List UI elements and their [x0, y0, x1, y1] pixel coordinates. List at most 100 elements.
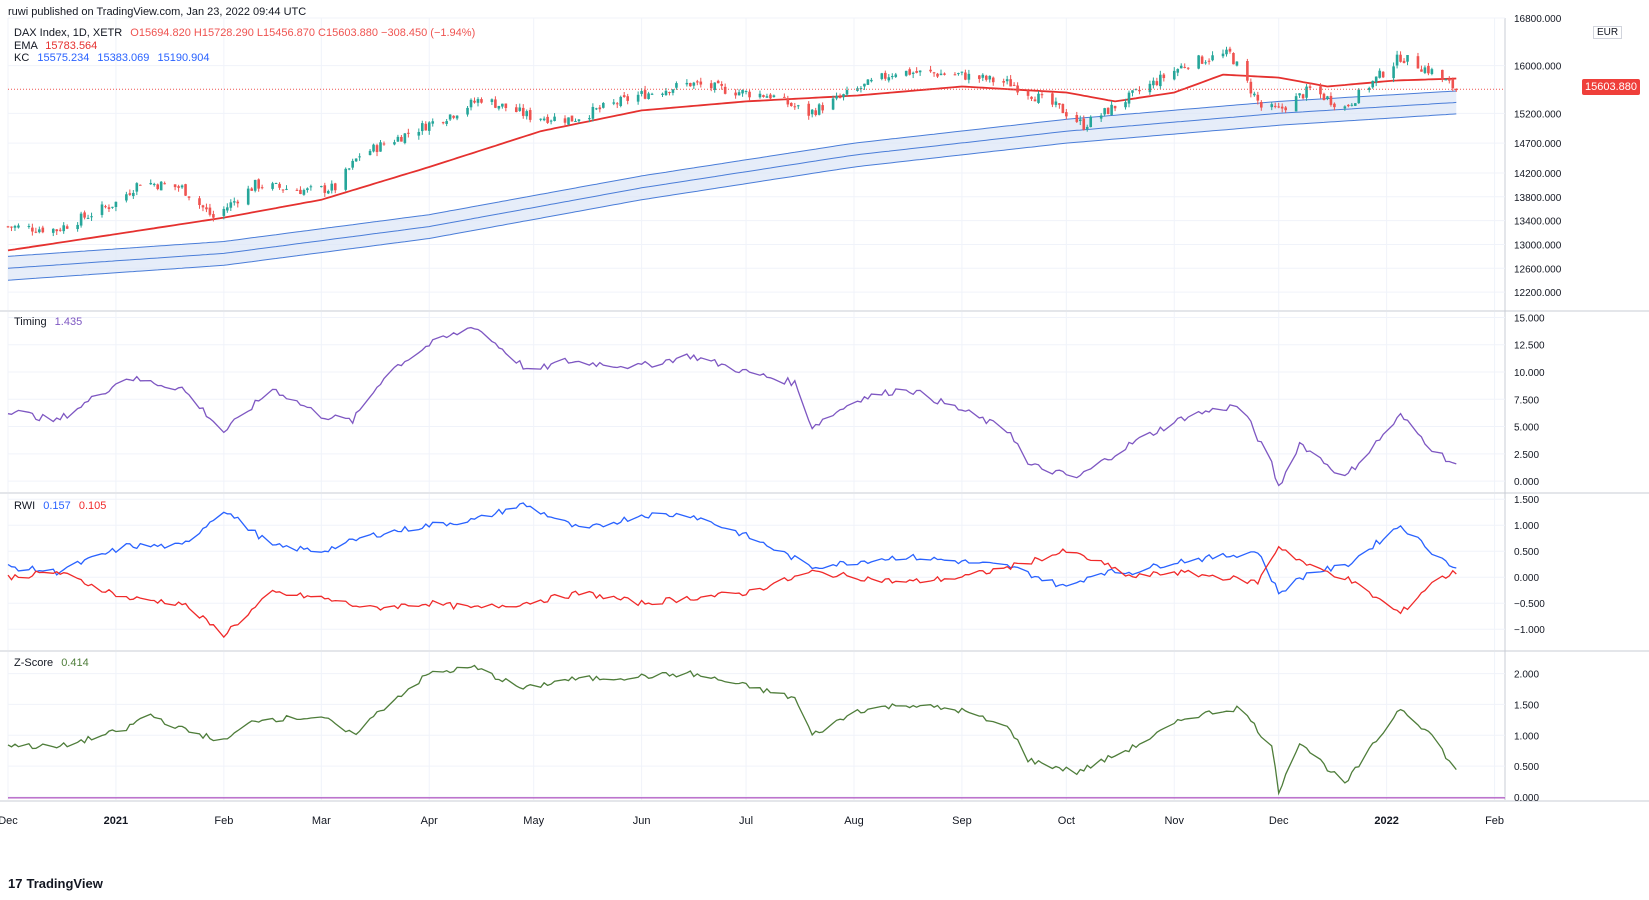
candle-body [382, 143, 386, 145]
candle-body [664, 90, 668, 96]
candle-body [1253, 93, 1256, 96]
candle-body [1444, 79, 1448, 81]
candle-body [574, 120, 577, 122]
candle-body [1030, 96, 1033, 99]
candle-body [1106, 107, 1110, 115]
candle-body [135, 183, 139, 192]
candle-body [762, 95, 765, 97]
candle-body [400, 136, 403, 142]
candle-body [187, 196, 191, 198]
candle-body [598, 107, 602, 110]
candle-body [577, 119, 581, 122]
x-tick-label: 2022 [1374, 815, 1398, 827]
candle-body [911, 72, 915, 74]
candle-body [689, 82, 692, 87]
candle-body [246, 188, 250, 205]
rwi-label: RWI [14, 500, 36, 512]
candle-body [38, 229, 41, 233]
y-tick-label: 15200.000 [1514, 109, 1562, 120]
candle-body [260, 187, 264, 189]
candle-body [420, 123, 424, 132]
candle-body [274, 183, 278, 185]
series-line-z-score [7, 664, 1457, 796]
candle-body [1033, 99, 1037, 102]
candle-body [51, 228, 55, 233]
candle-body [602, 102, 605, 108]
candle-body [650, 93, 654, 95]
y-tick-label: 16000.000 [1514, 62, 1562, 73]
candle-body [737, 92, 741, 96]
pane-bg [0, 652, 1649, 800]
kc-line [7, 90, 1457, 257]
candle-body [232, 201, 236, 203]
candle-body [647, 93, 650, 99]
candle-body [546, 116, 549, 123]
candle-body [1354, 103, 1357, 106]
x-tick-label: Aug [844, 815, 864, 827]
tradingview-brand[interactable]: 17 TradingView [8, 876, 103, 891]
x-tick-label: Sep [952, 815, 972, 827]
candle-body [445, 121, 448, 124]
candle-body [306, 188, 309, 191]
currency-label[interactable]: EUR [1593, 26, 1623, 39]
candle-body [177, 186, 180, 188]
candle-body [1148, 83, 1152, 93]
x-tick-label: Apr [421, 815, 438, 827]
candle-body [1301, 94, 1305, 99]
candle-body [212, 214, 215, 218]
candle-body [696, 81, 699, 83]
candle-body [1138, 89, 1141, 92]
y-tick-label: 15.000 [1514, 313, 1545, 324]
candle-body [104, 206, 107, 208]
candle-body [870, 79, 873, 82]
candle-body [27, 226, 31, 228]
candle-body [518, 107, 522, 111]
candle-body [132, 192, 135, 197]
y-tick-label: 2.500 [1514, 450, 1539, 461]
candle-body [817, 104, 821, 115]
candle-body [253, 179, 257, 191]
candle-body [981, 74, 985, 78]
ema-legend: EMA 15783.564 [14, 40, 97, 52]
candle-body [1256, 94, 1260, 101]
candle-body [83, 212, 86, 218]
candle-body [929, 69, 932, 72]
candle-body [285, 188, 288, 190]
candle-body [915, 71, 918, 73]
candle-body [368, 150, 372, 156]
candle-body [769, 94, 772, 99]
candle-body [184, 184, 187, 196]
candle-body [744, 91, 748, 93]
candle-body [79, 213, 83, 226]
candle-body [636, 94, 640, 102]
candle-body [1447, 78, 1451, 81]
candle-body [514, 107, 518, 112]
candle-body [138, 184, 142, 186]
kc-legend: KC 15575.234 15383.069 15190.904 [14, 52, 209, 64]
candle-body [1002, 81, 1005, 83]
y-tick-label: 1.500 [1514, 495, 1539, 506]
candle-body [208, 207, 212, 215]
candle-body [810, 109, 814, 115]
candle-body [424, 123, 428, 131]
candle-body [156, 184, 159, 190]
candle-body [699, 81, 703, 85]
candle-body [58, 229, 62, 231]
x-tick-label: Oct [1058, 815, 1075, 827]
brand-name: TradingView [26, 876, 103, 891]
candle-body [1225, 49, 1228, 55]
candle-body [302, 190, 306, 195]
zscore-legend: Z-Score 0.414 [14, 657, 89, 669]
candle-body [619, 96, 623, 106]
candle-body [842, 94, 845, 98]
candle-body [1016, 85, 1019, 93]
candle-body [1371, 80, 1375, 88]
candle-body [528, 110, 532, 120]
candle-body [553, 116, 556, 121]
candle-body [1381, 71, 1385, 78]
candle-body [407, 132, 410, 134]
candles-group [6, 46, 1458, 237]
candle-body [1051, 93, 1054, 105]
candle-body [1099, 115, 1103, 119]
